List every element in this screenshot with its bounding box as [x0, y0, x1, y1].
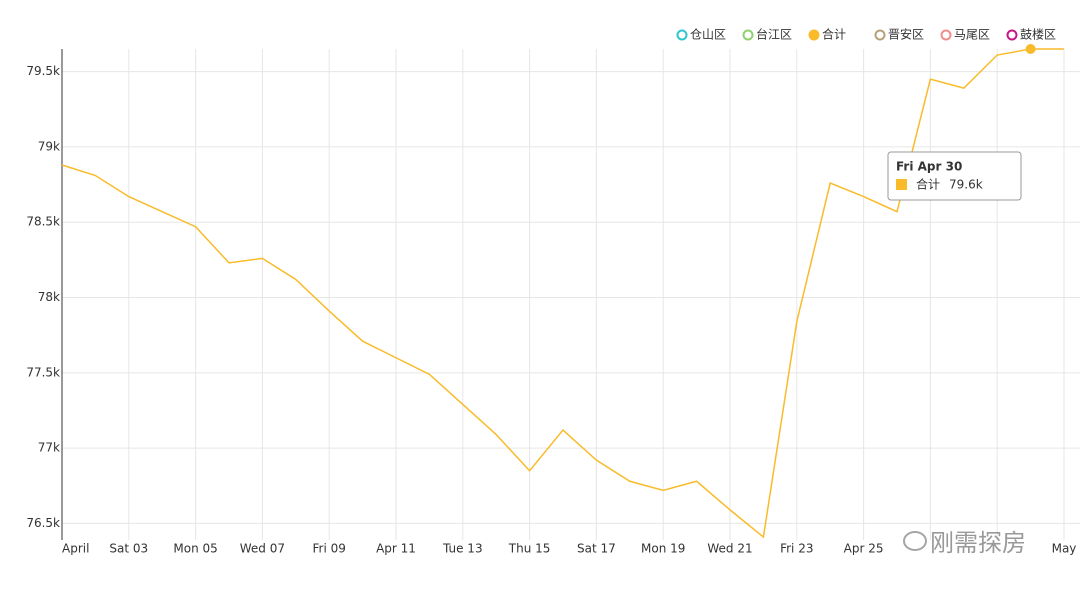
x-tick-label: April [62, 542, 89, 556]
x-tick-label: Tue 13 [442, 542, 483, 556]
tooltip-value: 79.6k [949, 178, 983, 192]
tooltip-box [887, 151, 1022, 201]
x-tick-label: Wed 07 [240, 542, 285, 556]
legend-marker [676, 29, 688, 41]
tooltip-swatch [896, 179, 907, 190]
legend-item[interactable]: 晋安区 [874, 27, 925, 42]
x-tick-label: Mon 19 [641, 542, 685, 556]
x-tick-label: May [1052, 542, 1077, 556]
tooltip-title: Fri Apr 30 [896, 160, 962, 174]
x-tick-label: Wed 21 [707, 542, 752, 556]
x-tick-label: Thu 15 [508, 542, 551, 556]
x-tick-label: Fri 23 [780, 542, 813, 556]
legend-marker [742, 29, 754, 41]
x-tick-label: Fri 09 [313, 542, 346, 556]
tooltip-series: 合计 [916, 177, 940, 192]
legend-label: 合计 [822, 27, 846, 42]
y-tick-label: 79.5k [26, 64, 60, 78]
y-tick-label: 77.5k [26, 365, 60, 379]
x-tick-label: Sat 17 [577, 542, 616, 556]
x-tick-label: Apr 25 [844, 542, 884, 556]
legend-marker [808, 29, 820, 41]
watermark-icon [903, 531, 927, 551]
legend-marker [940, 29, 952, 41]
x-tick-label: Mon 05 [173, 542, 217, 556]
legend-label: 鼓楼区 [1020, 27, 1056, 42]
legend-item[interactable]: 鼓楼区 [1006, 27, 1057, 42]
y-tick-label: 79k [38, 139, 60, 153]
x-tick-label: Sat 03 [109, 542, 148, 556]
x-tick-label: Apr 11 [376, 542, 416, 556]
y-tick-label: 77k [38, 441, 60, 455]
legend-label: 仓山区 [690, 28, 726, 42]
legend-label: 台江区 [756, 27, 792, 42]
y-tick-label: 78.5k [26, 215, 60, 229]
legend-item[interactable]: 合计 [808, 27, 847, 42]
legend-item[interactable]: 台江区 [742, 27, 793, 42]
legend-item[interactable]: 马尾区 [940, 28, 991, 42]
watermark: 刚需探房 [903, 529, 1026, 557]
y-tick-label: 76.5k [26, 516, 60, 530]
highlight-point [1025, 44, 1036, 54]
legend-label: 晋安区 [888, 27, 924, 42]
legend-marker [874, 29, 886, 41]
legend-item[interactable]: 仓山区 [676, 28, 727, 42]
legend-marker [1006, 29, 1018, 41]
legend-label: 马尾区 [954, 28, 990, 42]
y-tick-label: 78k [38, 290, 60, 304]
series-line [61, 48, 1064, 539]
watermark-text: 刚需探房 [930, 529, 1026, 557]
